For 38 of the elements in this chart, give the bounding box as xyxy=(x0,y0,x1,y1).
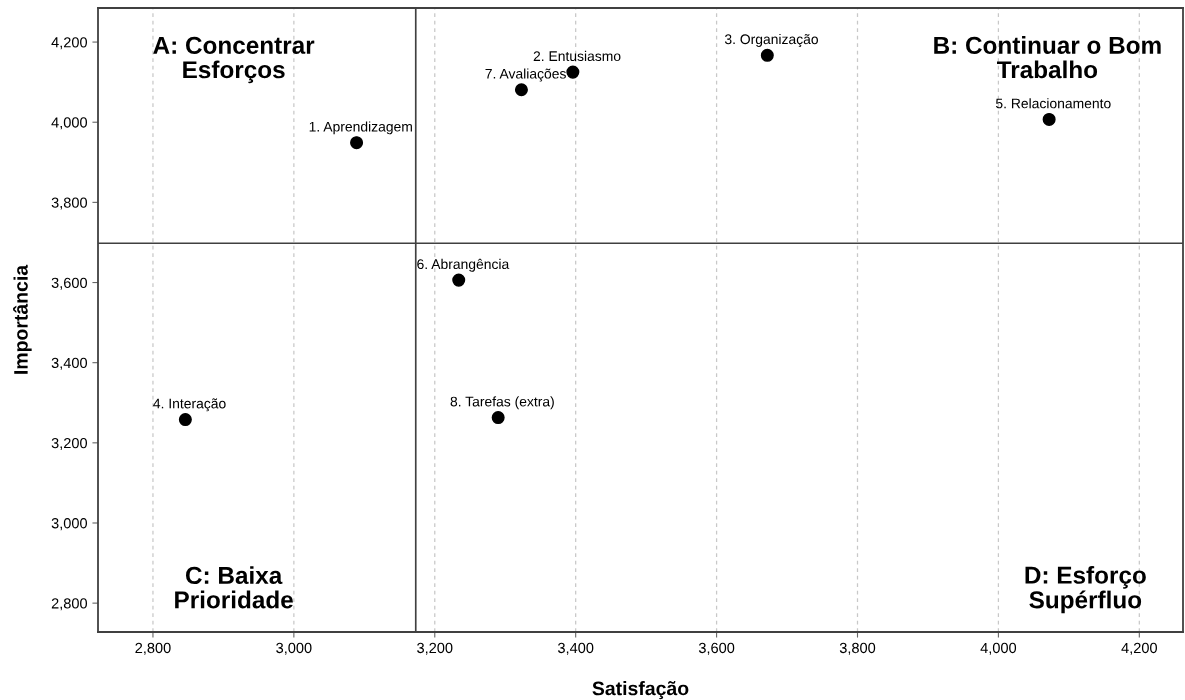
x-tick-label: 3,800 xyxy=(839,642,876,655)
annotation: 5. Relacionamento xyxy=(995,98,1111,109)
annotation: C: Baixa Prioridade xyxy=(175,566,293,609)
x-tick-label: 2,800 xyxy=(135,642,171,655)
point xyxy=(452,273,466,287)
point xyxy=(566,65,580,79)
x-tick-label: 3,400 xyxy=(557,642,594,655)
point xyxy=(514,83,528,97)
y-tick-label: 3,000 xyxy=(51,518,88,531)
x-tick-label: 3,000 xyxy=(276,642,312,655)
annotation: D: Esforço Supérfluo xyxy=(1025,565,1146,614)
annotation: 2. Entusiasmo xyxy=(533,50,621,62)
y-tick-label: 4,000 xyxy=(51,117,88,130)
point xyxy=(760,48,774,62)
y-tick-label: 3,600 xyxy=(51,277,88,290)
x-tick-label: 3,600 xyxy=(698,642,735,655)
annotation: B: Continuar o Bom Trabalho xyxy=(934,36,1161,79)
point xyxy=(350,136,364,150)
annotation: 1. Aprendizagem xyxy=(309,121,412,135)
point xyxy=(491,411,505,425)
y-tick-label: 2,800 xyxy=(51,598,88,611)
x-axis-title: Satisfação xyxy=(592,681,689,700)
x-tick-label: 3,200 xyxy=(417,642,453,655)
annotation: 7. Avaliações xyxy=(485,68,566,82)
x-tick-label: 4,000 xyxy=(980,642,1017,655)
y-tick-label: 3,200 xyxy=(51,437,88,450)
x-tick-label: 4,200 xyxy=(1121,642,1157,655)
annotation: 8. Tarefas (extra) xyxy=(450,396,554,410)
y-tick-label: 3,800 xyxy=(51,197,88,210)
y-tick-label: 3,400 xyxy=(51,357,88,370)
annotation: A: Concentrar Esforços xyxy=(153,36,315,84)
annotation: 4. Interação xyxy=(153,398,226,412)
y-axis-title: Importância xyxy=(13,264,32,374)
point xyxy=(178,413,192,427)
annotation: 3. Organização xyxy=(724,33,818,47)
point xyxy=(1042,112,1056,126)
annotation: 6. Abrangência xyxy=(417,258,510,272)
y-tick-label: 4,200 xyxy=(51,37,88,50)
